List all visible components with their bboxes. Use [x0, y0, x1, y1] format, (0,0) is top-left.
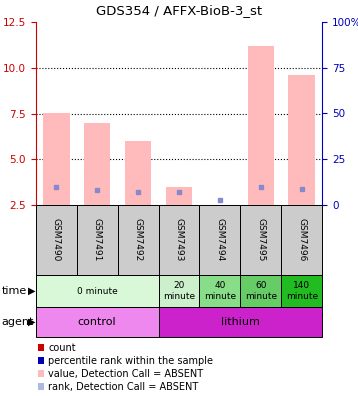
Text: 20
minute: 20 minute: [163, 281, 195, 301]
Bar: [281, 205, 322, 275]
Text: ▶: ▶: [28, 286, 35, 296]
Text: 60
minute: 60 minute: [245, 281, 277, 301]
Text: 140
minute: 140 minute: [286, 281, 318, 301]
Bar: [125, 141, 151, 205]
Text: 40
minute: 40 minute: [204, 281, 236, 301]
Bar: [199, 275, 240, 307]
Bar: [36, 307, 159, 337]
Text: GSM7496: GSM7496: [297, 218, 306, 262]
Bar: [43, 114, 69, 205]
Bar: [118, 205, 159, 275]
Text: GSM7491: GSM7491: [93, 218, 102, 262]
Bar: [36, 275, 159, 307]
Text: value, Detection Call = ABSENT: value, Detection Call = ABSENT: [48, 369, 203, 379]
Bar: [281, 275, 322, 307]
Text: GSM7490: GSM7490: [52, 218, 61, 262]
Bar: [84, 123, 111, 205]
Text: ▶: ▶: [28, 317, 35, 327]
Bar: [159, 205, 199, 275]
Bar: [240, 205, 281, 275]
Text: agent: agent: [2, 317, 34, 327]
Text: GSM7492: GSM7492: [134, 218, 142, 262]
Bar: [77, 205, 118, 275]
Text: GSM7495: GSM7495: [256, 218, 265, 262]
Text: GDS354 / AFFX-BioB-3_st: GDS354 / AFFX-BioB-3_st: [96, 4, 262, 17]
Bar: [159, 275, 199, 307]
Text: rank, Detection Call = ABSENT: rank, Detection Call = ABSENT: [48, 382, 199, 392]
Bar: [159, 307, 322, 337]
Bar: [36, 205, 77, 275]
Text: 0 minute: 0 minute: [77, 286, 117, 295]
Text: time: time: [2, 286, 27, 296]
Text: GSM7493: GSM7493: [174, 218, 184, 262]
Text: lithium: lithium: [221, 317, 260, 327]
Text: count: count: [48, 343, 76, 352]
Bar: [247, 46, 274, 205]
Text: percentile rank within the sample: percentile rank within the sample: [48, 356, 213, 366]
Bar: [199, 205, 240, 275]
Text: GSM7494: GSM7494: [216, 218, 224, 262]
Text: control: control: [78, 317, 116, 327]
Bar: [166, 187, 192, 205]
Bar: [289, 75, 315, 205]
Bar: [240, 275, 281, 307]
